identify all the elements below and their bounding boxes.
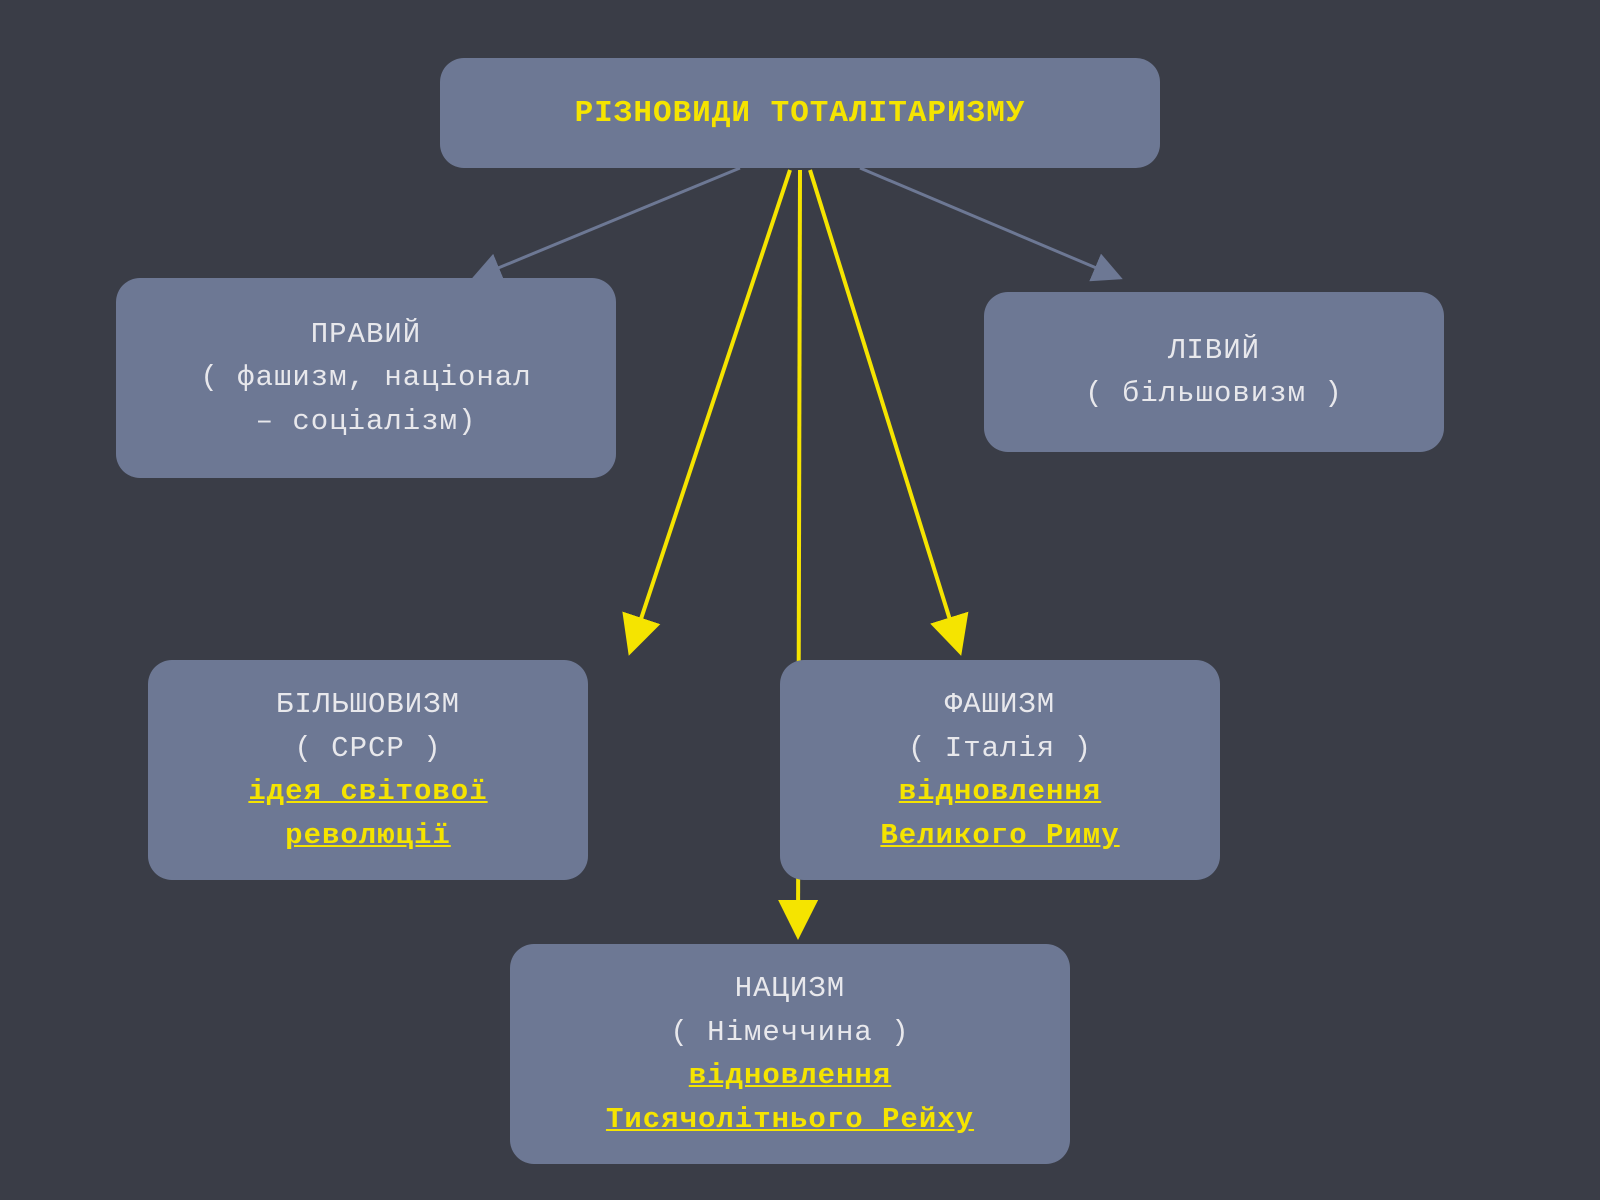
fascism-hl-1: Великого Риму [880, 814, 1119, 858]
fascism-node: ФАШИЗМ ( Італія ) відновлення Великого Р… [780, 660, 1220, 880]
bolshevism-hl-1: революції [285, 814, 451, 858]
nazism-line-0: НАЦИЗМ [735, 967, 845, 1011]
right-line-0: ПРАВИЙ [311, 313, 421, 357]
right-line-2: – соціалізм) [256, 400, 477, 444]
right-branch-node: ПРАВИЙ ( фашизм, націонал – соціалізм) [116, 278, 616, 478]
fascism-hl-0: відновлення [899, 770, 1101, 814]
edge-arrow [474, 168, 740, 278]
left-branch-node: ЛІВИЙ ( більшовизм ) [984, 292, 1444, 452]
bolshevism-hl-0: ідея світової [248, 770, 487, 814]
nazism-hl-1: Тисячолітнього Рейху [606, 1098, 974, 1142]
root-title: РІЗНОВИДИ ТОТАЛІТАРИЗМУ [575, 96, 1026, 131]
nazism-hl-0: відновлення [689, 1054, 891, 1098]
fascism-line-1: ( Італія ) [908, 727, 1092, 771]
root-node: РІЗНОВИДИ ТОТАЛІТАРИЗМУ [440, 58, 1160, 168]
edge-arrow [630, 170, 790, 652]
fascism-line-0: ФАШИЗМ [945, 683, 1055, 727]
nazism-node: НАЦИЗМ ( Німеччина ) відновлення Тисячол… [510, 944, 1070, 1164]
bolshevism-line-1: ( СРСР ) [294, 727, 441, 771]
right-line-1: ( фашизм, націонал [200, 356, 531, 400]
left-line-1: ( більшовизм ) [1085, 372, 1343, 416]
edge-arrow [860, 168, 1120, 278]
nazism-line-1: ( Німеччина ) [670, 1011, 909, 1055]
left-line-0: ЛІВИЙ [1168, 329, 1260, 373]
edge-arrow [810, 170, 960, 652]
bolshevism-line-0: БІЛЬШОВИЗМ [276, 683, 460, 727]
bolshevism-node: БІЛЬШОВИЗМ ( СРСР ) ідея світової револю… [148, 660, 588, 880]
